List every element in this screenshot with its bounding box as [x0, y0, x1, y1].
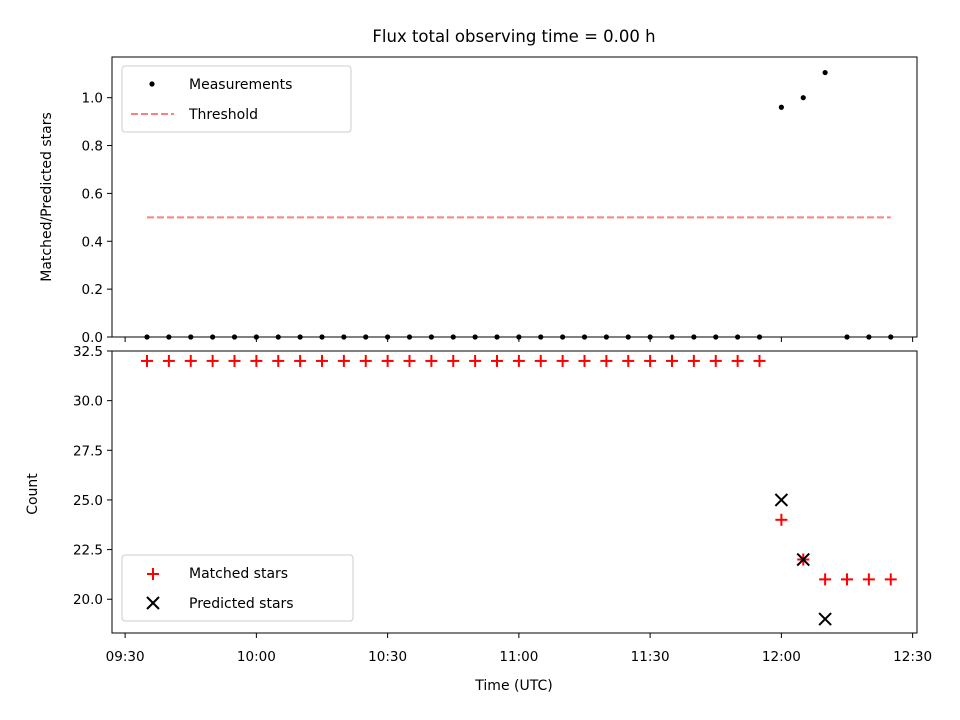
matched-star-point: [687, 354, 700, 367]
top-plot-panel: Flux total observing time = 0.00 h Match…: [39, 27, 918, 346]
matched-star-point: [272, 354, 285, 367]
legend-measurements-marker: [149, 81, 155, 87]
matched-star-point: [731, 354, 744, 367]
matched-star-point: [447, 354, 460, 367]
matched-star-point: [184, 354, 197, 367]
top-y-tick-label: 1.0: [82, 91, 103, 107]
matched-star-point: [403, 354, 416, 367]
bottom-legend: Matched stars Predicted stars: [121, 554, 354, 622]
matched-star-point: [206, 354, 219, 367]
x-axis-label: Time (UTC): [474, 678, 552, 694]
matched-star-point: [753, 354, 766, 367]
top-y-axis-label: Matched/Predicted stars: [39, 112, 55, 282]
matched-star-point: [228, 354, 241, 367]
bottom-y-tick-label: 27.5: [73, 443, 103, 459]
matched-star-point: [512, 354, 525, 367]
predicted-star-point: [774, 493, 789, 507]
legend-predicted-stars-label: Predicted stars: [189, 596, 294, 612]
matched-star-point: [381, 354, 394, 367]
top-legend-box: [121, 65, 352, 133]
top-plot-frame: [111, 56, 918, 338]
matched-star-point: [316, 354, 328, 367]
matched-star-point: [862, 573, 875, 586]
x-tick-label: 10:30: [368, 649, 407, 665]
legend-measurements-label: Measurements: [189, 77, 292, 93]
matched-star-point: [841, 573, 853, 586]
matched-star-point: [534, 354, 547, 367]
top-legend: Measurements Threshold: [121, 65, 352, 133]
matched-star-point: [556, 354, 569, 367]
top-y-tick-label: 0.2: [82, 282, 103, 298]
matched-star-point: [425, 354, 438, 367]
top-y-tick-label: 0.8: [82, 139, 103, 155]
top-y-axis-ticks: 0.0 0.2 0.4 0.6 0.8 1.0: [82, 91, 112, 346]
bottom-y-axis-label: Count: [25, 473, 41, 515]
bottom-y-tick-label: 22.5: [73, 543, 103, 559]
x-tick-label: 12:00: [762, 649, 801, 665]
matched-star-point: [644, 354, 657, 367]
matched-star-point: [141, 354, 153, 367]
bottom-legend-box: [121, 554, 354, 622]
matched-star-point: [600, 354, 613, 367]
bottom-y-tick-label: 30.0: [73, 394, 103, 410]
matched-star-point: [294, 354, 307, 367]
matched-star-point: [578, 354, 591, 367]
top-y-tick-label: 0.6: [82, 186, 103, 202]
bottom-y-tick-label: 25.0: [73, 493, 103, 509]
measurement-point: [822, 69, 828, 76]
bottom-plot-marks: [141, 354, 897, 626]
matched-star-point: [469, 354, 482, 367]
x-tick-label: 11:30: [631, 649, 670, 665]
matched-star-point: [337, 354, 350, 367]
matched-star-point: [162, 354, 175, 367]
matched-star-point: [622, 354, 635, 367]
top-y-tick-label: 0.0: [82, 330, 103, 346]
bottom-y-tick-label: 20.0: [73, 592, 103, 608]
x-tick-label: 11:00: [499, 649, 538, 665]
x-tick-label: 09:30: [106, 649, 145, 665]
matched-star-point: [491, 354, 503, 367]
matched-star-point: [666, 354, 678, 367]
bottom-plot-frame: [111, 350, 918, 634]
bottom-y-tick-label: 32.5: [73, 344, 103, 360]
matched-star-point: [884, 573, 897, 586]
matched-star-point: [819, 573, 832, 586]
predicted-star-point: [818, 612, 832, 626]
legend-matched-stars-label: Matched stars: [189, 566, 288, 582]
matched-star-point: [359, 354, 372, 367]
predicted-star-point: [796, 552, 810, 567]
x-tick-label: 12:30: [893, 649, 932, 665]
bottom-x-axis-ticks: 09:30 10:00 10:30 11:00 11:30 12:00 12:30: [106, 633, 932, 665]
matched-star-point: [709, 354, 722, 367]
legend-threshold-label: Threshold: [188, 107, 258, 123]
measurement-point: [800, 95, 806, 101]
bottom-y-axis-ticks: 20.0 22.5 25.0 27.5 30.0 32.5: [73, 344, 112, 608]
measurement-point: [778, 104, 784, 110]
x-tick-label: 10:00: [237, 649, 276, 665]
matched-star-point: [250, 354, 263, 367]
bottom-plot-panel: Count Time (UTC) 20.0 22.5 25.0 27.5 30.0 32.…: [25, 344, 932, 694]
matched-star-point: [775, 513, 788, 526]
top-y-tick-label: 0.4: [82, 234, 103, 250]
legend-predicted-stars-marker: [146, 596, 160, 610]
chart-title: Flux total observing time = 0.00 h: [372, 27, 655, 46]
legend-matched-stars-marker: [147, 568, 159, 580]
